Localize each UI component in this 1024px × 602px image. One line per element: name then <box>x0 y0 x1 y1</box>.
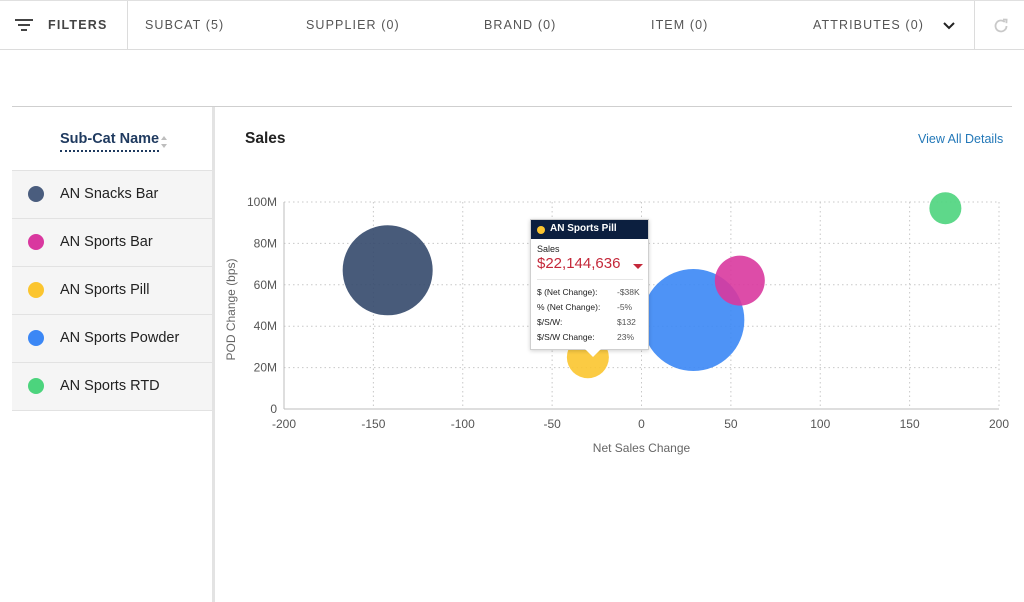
tooltip-dot <box>537 226 545 234</box>
tooltip-row: $/S/W Change: 23% <box>537 332 645 344</box>
tooltip-sales-value: $22,144,636 <box>537 255 621 272</box>
tooltip-row-key: $/S/W: <box>537 317 563 327</box>
y-tick-label: 80M <box>254 236 277 250</box>
x-tick-label: 0 <box>638 417 645 431</box>
subcat-list: AN Snacks Bar AN Sports Bar AN Sports Pi… <box>12 171 212 411</box>
y-tick-label: 40M <box>254 319 277 333</box>
subcat-item-an-sports-powder[interactable]: AN Sports Powder <box>12 315 212 363</box>
x-tick-label: -150 <box>361 417 385 431</box>
legend-dot <box>28 282 44 298</box>
x-tick-label: 100 <box>810 417 830 431</box>
tab-attributes[interactable]: ATTRIBUTES (0) <box>813 18 925 32</box>
refresh-icon <box>994 18 1008 33</box>
trend-down-icon <box>633 264 643 269</box>
tooltip-row: $/S/W: $132 <box>537 317 645 329</box>
tooltip-row-value: -5% <box>617 302 633 312</box>
x-tick-label: -200 <box>272 417 296 431</box>
subcat-panel-header: Sub-Cat Name <box>12 107 212 171</box>
subcat-item-label: AN Snacks Bar <box>60 186 159 202</box>
chart-tooltip: AN Sports Pill Sales $22,144,636 $ (Net … <box>530 219 649 357</box>
x-tick-label: -50 <box>543 417 561 431</box>
chart-title: Sales <box>245 130 286 147</box>
content-divider <box>12 106 1012 107</box>
y-axis-label: POD Change (bps) <box>224 258 238 360</box>
x-tick-label: 50 <box>724 417 738 431</box>
subcat-item-an-sports-rtd[interactable]: AN Sports RTD <box>12 363 212 411</box>
bubble-an-sports-bar[interactable] <box>714 255 765 306</box>
subcat-item-label: AN Sports Bar <box>60 234 153 250</box>
tooltip-row: % (Net Change): -5% <box>537 302 645 314</box>
legend-dot <box>28 378 44 394</box>
x-tick-label: 200 <box>989 417 1009 431</box>
legend-dot <box>28 234 44 250</box>
legend-dot <box>28 330 44 346</box>
subcat-panel: Sub-Cat Name AN Snacks Bar AN Sports Bar… <box>12 107 212 602</box>
tooltip-sales-label: Sales <box>537 244 560 254</box>
chart-ticks: -200 -150 -100 -50 0 50 100 150 200 0 20M 40M 60M 80M… <box>247 195 1009 431</box>
filters-label: FILTERS <box>48 18 108 32</box>
filters-button[interactable]: FILTERS <box>0 1 128 50</box>
panel-separator <box>212 107 215 602</box>
sort-icon[interactable] <box>160 135 168 149</box>
subcat-item-label: AN Sports Powder <box>60 330 180 346</box>
subcat-item-an-sports-bar[interactable]: AN Sports Bar <box>12 219 212 267</box>
tooltip-header: AN Sports Pill <box>531 220 648 239</box>
subcat-item-label: AN Sports Pill <box>60 282 150 298</box>
refresh-button[interactable] <box>974 1 1024 50</box>
bubble-chart: -200 -150 -100 -50 0 50 100 150 200 0 20M 40M 60M 80M… <box>224 192 1009 455</box>
subcat-item-an-snacks-bar[interactable]: AN Snacks Bar <box>12 171 212 219</box>
y-tick-label: 20M <box>254 361 277 375</box>
tab-supplier[interactable]: SUPPLIER (0) <box>306 18 400 32</box>
tab-brand[interactable]: BRAND (0) <box>484 18 557 32</box>
subcat-item-an-sports-pill[interactable]: AN Sports Pill <box>12 267 212 315</box>
view-all-details-link[interactable]: View All Details <box>918 132 1004 146</box>
filter-icon <box>15 19 33 31</box>
tooltip-row-value: -$38K <box>617 287 640 297</box>
legend-dot <box>28 186 44 202</box>
tooltip-title: AN Sports Pill <box>550 223 617 234</box>
tooltip-row-value: $132 <box>617 317 636 327</box>
tooltip-divider <box>537 279 643 280</box>
tab-subcat[interactable]: SUBCAT (5) <box>145 18 225 32</box>
tooltip-row-key: $/S/W Change: <box>537 332 595 342</box>
tooltip-row-key: $ (Net Change): <box>537 287 598 297</box>
y-tick-label: 60M <box>254 278 277 292</box>
bubble-an-sports-rtd[interactable] <box>929 192 962 225</box>
subcat-name-header[interactable]: Sub-Cat Name <box>60 131 160 152</box>
bubble-an-snacks-bar[interactable] <box>342 225 433 316</box>
chart-bubbles <box>342 192 962 379</box>
bubble-an-sports-powder[interactable] <box>642 268 745 371</box>
tooltip-row-value: 23% <box>617 332 635 342</box>
y-tick-label: 0 <box>270 402 277 416</box>
x-axis-label: Net Sales Change <box>593 441 691 455</box>
x-tick-label: -100 <box>451 417 475 431</box>
chevron-down-icon[interactable] <box>942 19 956 33</box>
subcat-item-label: AN Sports RTD <box>60 378 160 394</box>
tooltip-row-key: % (Net Change): <box>537 302 601 312</box>
tooltip-row: $ (Net Change): -$38K <box>537 287 645 299</box>
x-tick-label: 150 <box>900 417 920 431</box>
filter-bar: FILTERS SUBCAT (5) SUPPLIER (0) BRAND (0… <box>0 0 1024 50</box>
y-tick-label: 100M <box>247 195 277 209</box>
tab-item[interactable]: ITEM (0) <box>651 18 709 32</box>
